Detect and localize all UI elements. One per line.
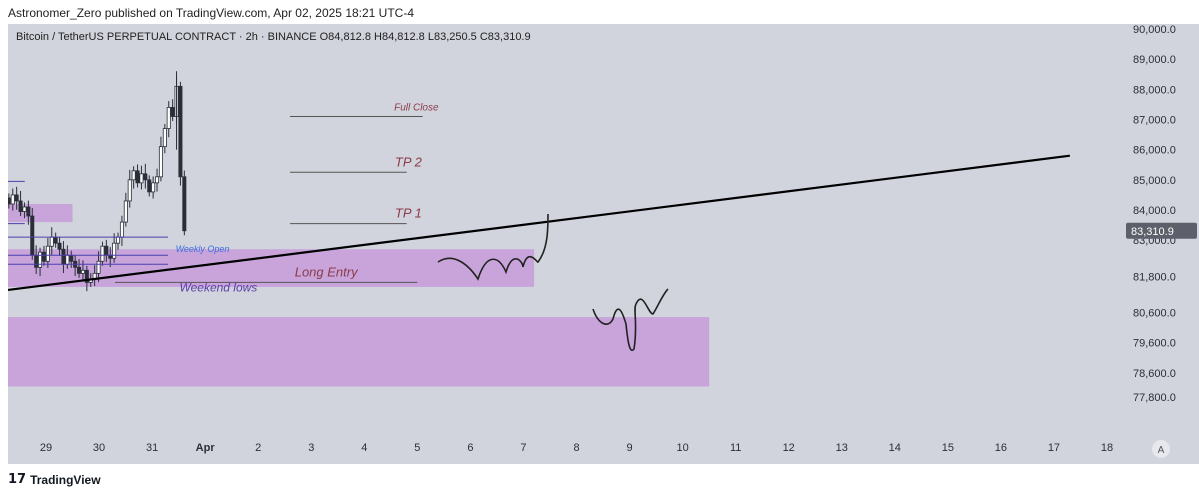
price-axis-label: 80,600.0 bbox=[1133, 308, 1176, 320]
candle-body bbox=[49, 236, 54, 247]
candle-body bbox=[155, 176, 160, 184]
candle-body bbox=[131, 170, 136, 181]
price-axis-label: 77,800.0 bbox=[1133, 392, 1176, 404]
time-axis-label: 31 bbox=[146, 442, 158, 454]
candle-body bbox=[14, 194, 19, 202]
candle-body bbox=[178, 85, 183, 178]
candle-body bbox=[166, 107, 171, 129]
time-axis-label: Apr bbox=[196, 442, 216, 454]
price-axis-label: 87,000.0 bbox=[1133, 115, 1176, 127]
auto-scale-label: A bbox=[1158, 445, 1165, 456]
candle-body bbox=[116, 236, 121, 244]
footer bbox=[0, 464, 1199, 494]
demand-zone bbox=[8, 203, 73, 223]
target-level-label: TP 2 bbox=[395, 154, 423, 169]
candle-body bbox=[45, 245, 50, 262]
candle-body bbox=[123, 200, 128, 223]
time-axis-label: 16 bbox=[995, 442, 1007, 454]
chart-annotation: Weekend lows bbox=[179, 280, 257, 294]
candle-body bbox=[100, 245, 105, 262]
candle-body bbox=[84, 269, 89, 283]
time-axis-label: 10 bbox=[676, 442, 688, 454]
price-axis-label: 90,000.0 bbox=[1133, 24, 1176, 36]
time-axis-label: 13 bbox=[836, 442, 848, 454]
candle-body bbox=[53, 236, 58, 244]
time-axis-label: 9 bbox=[626, 442, 632, 454]
auto-scale-button[interactable] bbox=[1152, 440, 1170, 458]
candle-body bbox=[170, 107, 175, 117]
time-axis-label: 3 bbox=[308, 442, 314, 454]
candle-body bbox=[119, 221, 124, 238]
candle-body bbox=[151, 182, 156, 193]
time-axis-label: 11 bbox=[730, 442, 741, 454]
candle-body bbox=[38, 251, 43, 268]
candle-body bbox=[8, 197, 11, 205]
price-chart[interactable]: Full Close TP 2 TP 1 Long Entry Weekend lows… bbox=[8, 24, 1199, 464]
last-price-label: 83,310.9 bbox=[1131, 226, 1174, 238]
candle-body bbox=[143, 173, 148, 181]
candle-body bbox=[18, 200, 23, 212]
candle-body bbox=[104, 245, 109, 256]
publisher-line: Astronomer_Zero published on TradingView… bbox=[8, 6, 415, 20]
target-level-label: Full Close bbox=[394, 102, 439, 113]
time-axis-label: 8 bbox=[573, 442, 579, 454]
time-axis-label: 14 bbox=[889, 442, 901, 454]
trendline[interactable] bbox=[8, 154, 1071, 292]
time-axis-label: 30 bbox=[93, 442, 105, 454]
drawn-path-squiggle bbox=[592, 288, 669, 351]
candle-body bbox=[77, 266, 82, 274]
tradingview-logo[interactable]: 𝟭𝟳 TradingView bbox=[8, 472, 101, 487]
price-axis-label: 81,800.0 bbox=[1133, 271, 1176, 283]
time-axis-label: 18 bbox=[1101, 442, 1113, 454]
price-axis-label: 86,000.0 bbox=[1133, 145, 1176, 157]
time-axis-label: 15 bbox=[942, 442, 954, 454]
symbol-info-line: Bitcoin / TetherUS PERPETUAL CONTRACT · … bbox=[16, 31, 531, 43]
price-axis-label: 79,600.0 bbox=[1133, 338, 1176, 350]
candle-body bbox=[61, 248, 66, 265]
candle-body bbox=[182, 176, 187, 232]
candle-body bbox=[26, 206, 31, 217]
candle-body bbox=[69, 254, 74, 262]
candle-body bbox=[135, 170, 140, 184]
price-axis-label: 89,000.0 bbox=[1133, 54, 1176, 66]
candle-body bbox=[80, 269, 85, 274]
last-price-tag bbox=[1126, 222, 1197, 239]
price-axis-label: 88,000.0 bbox=[1133, 84, 1176, 96]
candle-body bbox=[158, 146, 163, 178]
time-axis-label: 5 bbox=[414, 442, 420, 454]
target-level-label: TP 1 bbox=[395, 206, 422, 221]
publisher-bar: Astronomer_Zero published on TradingView… bbox=[0, 0, 1199, 24]
candle-body bbox=[10, 194, 15, 205]
drawn-path-squiggle bbox=[437, 213, 549, 281]
target-level-label: Long Entry bbox=[295, 264, 359, 279]
candle-body bbox=[57, 242, 62, 250]
tradingview-logo-icon: 𝟭𝟳 bbox=[8, 472, 27, 487]
candle-body bbox=[127, 179, 132, 202]
chart-area[interactable]: Full Close TP 2 TP 1 Long Entry Weekend lows… bbox=[8, 24, 1199, 464]
time-axis[interactable] bbox=[8, 434, 1199, 464]
time-axis-label: 17 bbox=[1048, 442, 1060, 454]
price-axis-label: 84,000.0 bbox=[1133, 205, 1176, 217]
candle-body bbox=[22, 206, 27, 212]
chart-annotation: Weekly Open bbox=[176, 244, 230, 254]
demand-zone bbox=[8, 317, 710, 387]
candle-body bbox=[34, 254, 39, 268]
candle-body bbox=[139, 173, 144, 184]
time-axis-label: 4 bbox=[361, 442, 367, 454]
candle-body bbox=[162, 128, 167, 148]
candle-body bbox=[112, 242, 117, 259]
time-axis-label: 7 bbox=[520, 442, 526, 454]
candle-body bbox=[147, 179, 152, 193]
time-axis-label: 12 bbox=[783, 442, 795, 454]
price-axis-label: 85,000.0 bbox=[1133, 175, 1176, 187]
tradingview-brand: TradingView bbox=[30, 472, 101, 487]
candle-body bbox=[30, 215, 35, 256]
time-axis-label: 2 bbox=[255, 442, 261, 454]
candle-body bbox=[65, 254, 70, 265]
candle-body bbox=[96, 260, 101, 274]
price-axis-label: 78,600.0 bbox=[1133, 368, 1176, 380]
time-axis-label: 29 bbox=[40, 442, 52, 454]
candle-body bbox=[41, 251, 46, 262]
time-axis-label: 6 bbox=[467, 442, 473, 454]
